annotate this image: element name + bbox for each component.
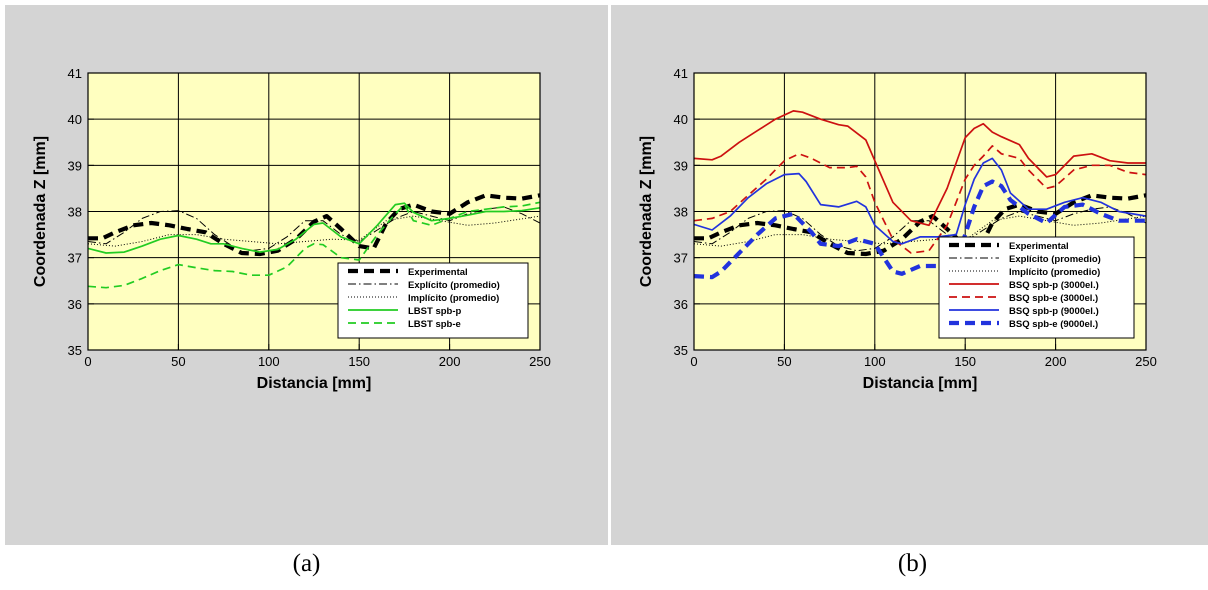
x-tick-label: 50	[171, 354, 185, 369]
y-tick-label: 41	[674, 66, 688, 81]
y-tick-label: 37	[674, 251, 688, 266]
legend-label-4: LBST spb-e	[408, 319, 461, 330]
x-tick-label: 200	[439, 354, 461, 369]
legend-label-2: Implícito (promedio)	[408, 293, 499, 304]
series-line-4	[88, 201, 540, 289]
legend-label-3: LBST spb-p	[408, 306, 461, 317]
x-tick-label: 250	[1135, 354, 1157, 369]
x-tick-label: 100	[258, 354, 280, 369]
x-tick-label: 150	[348, 354, 370, 369]
series-line-6	[694, 179, 1146, 280]
legend-label-1: Explícito (promedio)	[408, 280, 500, 291]
legend-label-4: BSQ spb-e (3000el.)	[1009, 293, 1098, 304]
legend-label-0: Experimental	[408, 267, 468, 278]
series-line-2	[694, 215, 1146, 247]
y-axis-label: Coordenada Z [mm]	[32, 136, 49, 287]
x-axis-label: Distancia [mm]	[257, 375, 372, 392]
y-tick-label: 35	[68, 343, 82, 358]
y-tick-label: 40	[68, 112, 82, 127]
y-axis-label: Coordenada Z [mm]	[638, 136, 655, 287]
series-line-2	[88, 215, 540, 247]
legend-label-5: BSQ spb-p (9000el.)	[1009, 306, 1099, 317]
y-tick-label: 35	[674, 343, 688, 358]
series-line-4	[694, 145, 1146, 254]
x-tick-label: 50	[777, 354, 791, 369]
x-tick-label: 0	[690, 354, 697, 369]
series-line-5	[694, 157, 1146, 245]
y-tick-label: 36	[674, 297, 688, 312]
y-tick-label: 39	[68, 158, 82, 173]
y-tick-label: 40	[674, 112, 688, 127]
series-line-1	[694, 206, 1146, 252]
x-tick-label: 150	[954, 354, 976, 369]
chart-panel-a: 0 50 100 150 200 250 35 36 37 38 39 40 41 Distancia […	[5, 5, 608, 545]
y-tick-label: 37	[68, 251, 82, 266]
x-tick-label: 250	[529, 354, 551, 369]
y-tick-label: 39	[674, 158, 688, 173]
caption-a: (a)	[292, 550, 321, 577]
x-axis-label: Distancia [mm]	[863, 375, 978, 392]
legend-label-2: Implícito (promedio)	[1009, 267, 1100, 278]
legend-label-0: Experimental	[1009, 241, 1069, 252]
legend-label-6: BSQ spb-e (9000el.)	[1009, 319, 1098, 330]
chart-b: 0 50 100 150 200 250 35 36 37 38 39 40 41 Distancia […	[638, 66, 1157, 392]
legend-box	[337, 262, 529, 339]
y-tick-label: 36	[68, 297, 82, 312]
chart-a: 0 50 100 150 200 250 35 36 37 38 39 40 41 Distancia […	[32, 66, 551, 392]
legend-label-3: BSQ spb-p (3000el.)	[1009, 280, 1099, 291]
y-tick-label: 38	[68, 205, 82, 220]
x-tick-label: 200	[1045, 354, 1067, 369]
series-line-3	[88, 202, 540, 254]
plot-frame	[87, 72, 541, 351]
series-line-3	[694, 110, 1146, 227]
x-tick-label: 0	[84, 354, 91, 369]
chart-panel-b: 0 50 100 150 200 250 35 36 37 38 39 40 41 Distancia […	[611, 5, 1208, 545]
caption-b: (b)	[897, 550, 928, 577]
legend-label-1: Explícito (promedio)	[1009, 254, 1101, 265]
y-tick-label: 41	[68, 66, 82, 81]
plot-frame	[693, 72, 1147, 351]
x-tick-label: 100	[864, 354, 886, 369]
y-tick-label: 38	[674, 205, 688, 220]
